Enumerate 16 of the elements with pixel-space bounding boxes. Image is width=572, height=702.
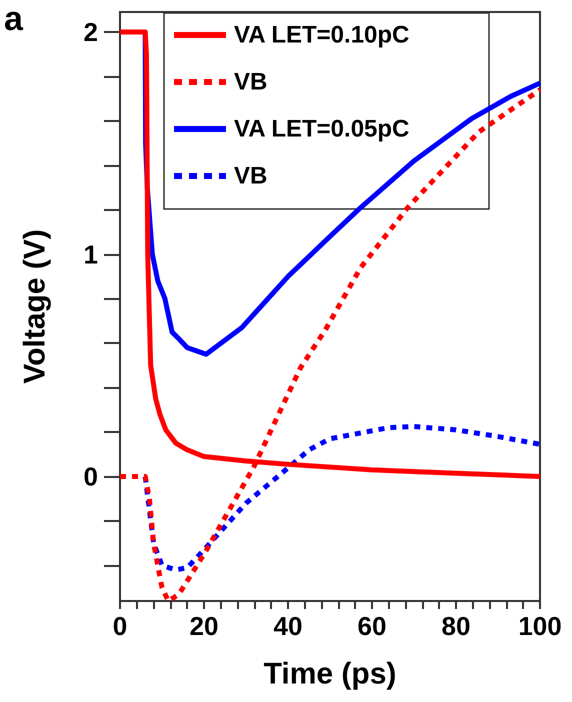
- y-tick-label: 0: [84, 462, 98, 492]
- x-tick-label: 100: [518, 611, 562, 641]
- x-tick-label: 80: [442, 611, 470, 641]
- x-tick-label: 0: [112, 611, 128, 641]
- x-tick-label: 20: [190, 611, 218, 641]
- y-tick-label: 2: [84, 17, 98, 48]
- legend-label: VB: [234, 68, 268, 96]
- x-tick-label: 40: [274, 611, 302, 641]
- legend-label: VA LET=0.10pC: [234, 22, 410, 48]
- legend-label: VB: [234, 162, 268, 190]
- text: a: [4, 0, 24, 38]
- legend-label: VA LET=0.05pC: [234, 116, 410, 142]
- x-tick-label: 60: [358, 611, 386, 641]
- y-tick-label: 1: [84, 239, 98, 270]
- y-axis-title: Voltage (V): [18, 229, 52, 384]
- x-axis-title: Time (ps): [264, 658, 396, 690]
